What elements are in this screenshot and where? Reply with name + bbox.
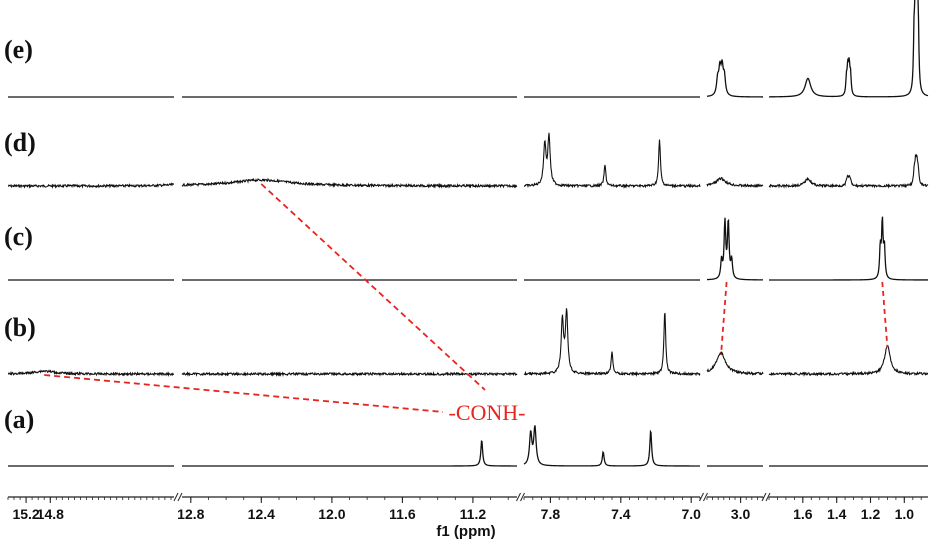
tick-label: 7.8	[541, 506, 561, 522]
tick-label: 7.0	[681, 506, 701, 522]
spectrum-trace	[706, 176, 764, 189]
series-label: (c)	[4, 222, 33, 251]
series-label: (b)	[4, 313, 36, 342]
annotations: -CONH-	[44, 183, 889, 425]
tick-label: 11.6	[389, 506, 416, 522]
axis-break-mark	[703, 492, 708, 502]
spectrum-trace	[182, 440, 517, 467]
axis-break-mark	[699, 492, 704, 502]
annotation-connector	[260, 183, 486, 391]
tick-label: 3.0	[731, 506, 751, 522]
axis-break-mark	[765, 492, 771, 502]
spectrum-trace	[768, 345, 929, 377]
shift-connector	[881, 281, 889, 348]
series-label: (d)	[4, 128, 36, 157]
tick-label: 7.4	[611, 506, 631, 522]
axis-break-mark	[516, 492, 521, 502]
spectra-traces	[7, 0, 929, 467]
spectrum-trace	[181, 370, 518, 377]
spectrum-trace	[523, 308, 701, 378]
tick-label: 1.0	[895, 506, 915, 522]
annotation-conh-label: -CONH-	[449, 400, 526, 425]
spectrum-trace	[523, 425, 700, 467]
tick-label: 1.2	[861, 506, 881, 522]
spectrum-trace	[181, 177, 518, 189]
series-label: (e)	[4, 35, 33, 64]
tick-label: 12.8	[177, 506, 204, 522]
spectrum-trace	[769, 0, 929, 98]
spectrum-trace	[769, 216, 928, 281]
tick-label: 11.2	[460, 506, 487, 522]
axis-break-mark	[761, 492, 767, 502]
spectrum-trace	[523, 132, 701, 189]
axis-break-mark	[520, 492, 525, 502]
spectrum-trace	[706, 217, 763, 281]
x-axis: 15.214.8 12.8 12.4 12.0 11.6 11.2 7.8 7.4 7.0 3.0…	[7, 492, 928, 540]
spectrum-trace	[706, 351, 764, 376]
tick-label: 14.8	[37, 506, 64, 522]
series-label: (a)	[4, 405, 34, 434]
spectrum-trace	[8, 369, 175, 378]
spectrum-trace	[706, 59, 763, 98]
tick-label: 12.4	[248, 506, 275, 522]
x-axis-title: f1 (ppm)	[436, 523, 495, 540]
tick-label: 15.2	[12, 506, 39, 522]
annotation-connector	[44, 374, 444, 413]
axis-break-mark	[173, 492, 179, 502]
shift-connector	[720, 281, 728, 356]
tick-label: 12.0	[318, 506, 345, 522]
tick-label: 1.4	[827, 506, 847, 522]
spectrum-trace	[7, 182, 175, 189]
tick-label: 1.6	[793, 506, 813, 522]
spectrum-trace	[768, 153, 929, 189]
panel-labels: (e) (d) (c) (b) (a)	[4, 35, 36, 434]
axis-break-mark	[177, 492, 183, 502]
